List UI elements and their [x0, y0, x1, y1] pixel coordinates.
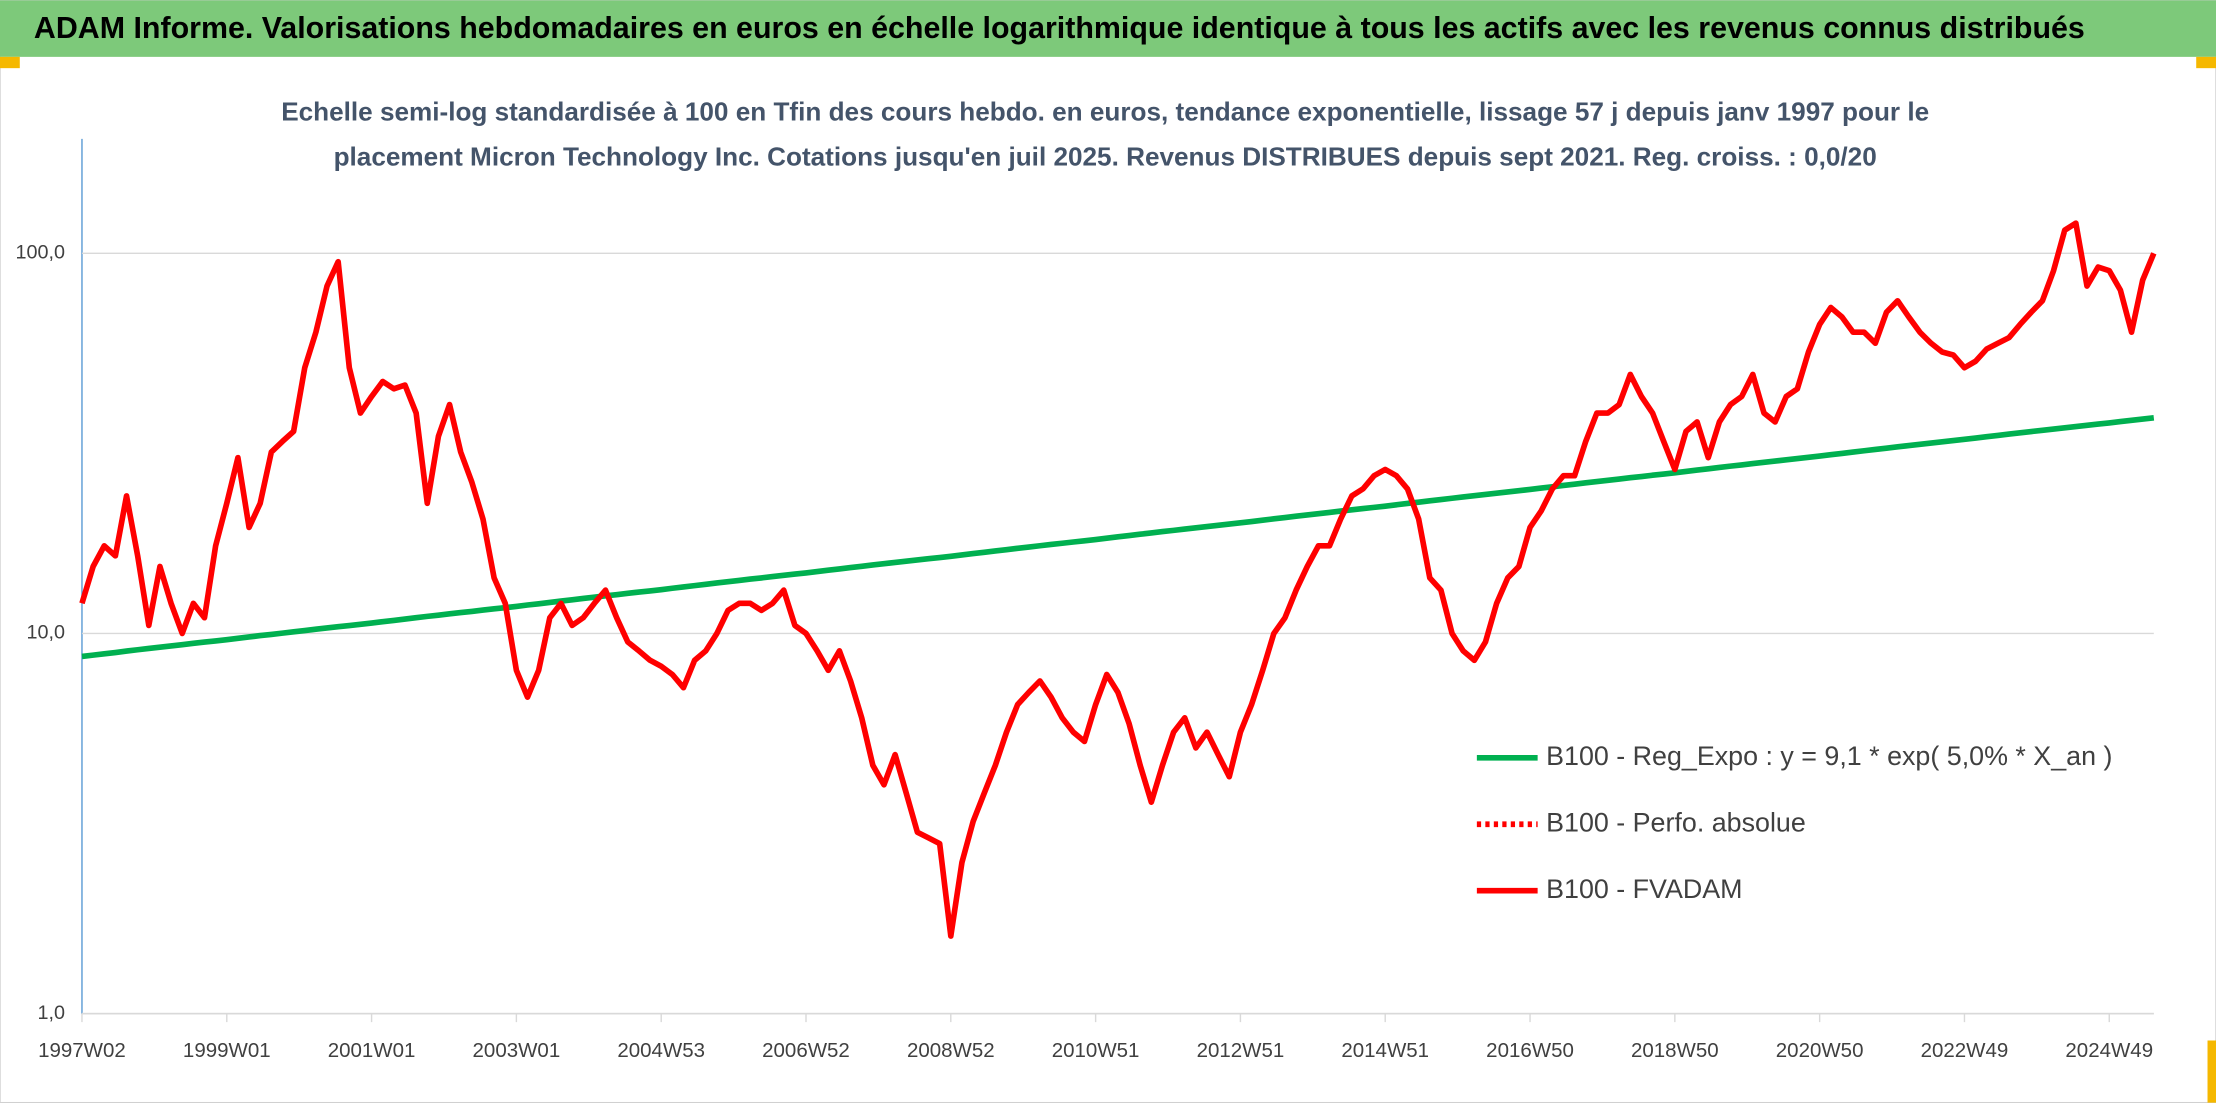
legend-label: B100 - FVADAM [1546, 874, 1742, 904]
series-line [81, 414, 2155, 660]
corner-mark [2196, 56, 2216, 69]
x-tick-label: 2020W50 [1776, 1039, 1864, 1062]
legend-label: B100 - Perfo. absolue [1546, 807, 1806, 837]
y-tick-label: 1,0 [38, 1002, 65, 1024]
x-tick-label: 2003W01 [473, 1039, 561, 1062]
x-tick-label: 2018W50 [1631, 1039, 1719, 1062]
chart-subtitle: Echelle semi-log standardisée à 100 en T… [281, 96, 1929, 126]
legend-label: B100 - Reg_Expo : y = 9,1 * exp( 5,0% * … [1546, 741, 2112, 771]
x-tick-label: 2010W51 [1052, 1039, 1140, 1062]
x-tick-label: 2014W51 [1341, 1039, 1429, 1062]
x-tick-label: 2001W01 [328, 1039, 416, 1062]
corner-mark [2207, 1040, 2216, 1103]
x-tick-label: 2008W52 [907, 1039, 995, 1062]
legend: B100 - Reg_Expo : y = 9,1 * exp( 5,0% * … [1476, 741, 2112, 904]
plot-area [79, 220, 2157, 939]
chart-title: ADAM Informe. Valorisations hebdomadaire… [34, 11, 2085, 45]
title-band [0, 0, 2216, 57]
x-tick-label: 1999W01 [183, 1039, 271, 1062]
x-tick-label: 2004W53 [617, 1039, 705, 1062]
x-tick-label: 2016W50 [1486, 1039, 1574, 1062]
grid: 1,0 10,0 100,0 1997W02 1999W01 2001W01 2003W01… [16, 241, 2154, 1062]
corner-mark [0, 56, 20, 69]
x-tick-label: 2012W51 [1197, 1039, 1285, 1062]
x-tick-label: 2024W49 [2065, 1039, 2153, 1062]
x-tick-label: 1997W02 [38, 1039, 126, 1062]
y-tick-label: 100,0 [16, 241, 65, 263]
y-tick-label: 10,0 [27, 622, 65, 644]
chart-subtitle: placement Micron Technology Inc. Cotatio… [334, 142, 1877, 172]
x-tick-label: 2022W49 [1921, 1039, 2009, 1062]
series-line [79, 220, 2157, 939]
x-tick-label: 2006W52 [762, 1039, 850, 1062]
